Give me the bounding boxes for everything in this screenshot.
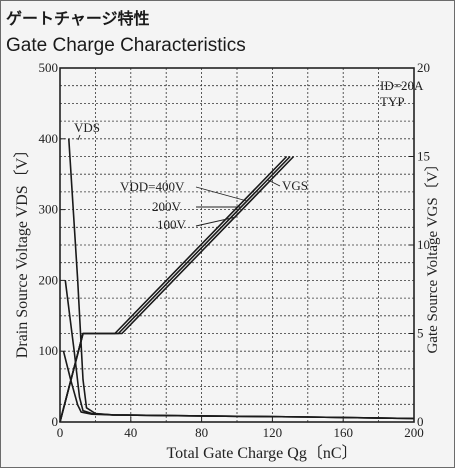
- leader-lines: [77, 134, 281, 227]
- leader-line: [195, 216, 237, 227]
- y-left-axis-label: Drain Source Voltage VDS〔V〕: [13, 142, 31, 358]
- series-line-2: [64, 280, 415, 420]
- x-axis-label: Total Gate Charge Qg〔nC〕: [167, 444, 358, 462]
- x-tick-label: 120: [263, 425, 283, 440]
- vdd-400-label: VDD=400V: [120, 179, 185, 194]
- y-left-tick-label: 200: [39, 272, 59, 287]
- chart-title-en: Gate Charge Characteristics: [6, 35, 246, 56]
- x-tick-label: 160: [333, 425, 353, 440]
- condition-typ: TYP: [380, 94, 405, 109]
- vdd-100-label: 100V: [157, 217, 187, 232]
- series-line-3: [62, 351, 415, 420]
- leader-line: [195, 186, 248, 202]
- y-left-tick-label: 0: [52, 414, 59, 429]
- y-right-axis-label: Gate Source Voltage VGS〔V〕: [424, 156, 441, 353]
- ticks: [59, 67, 415, 423]
- y-left-tick-label: 100: [39, 343, 59, 358]
- y-right-tick-label: 10: [417, 237, 430, 252]
- y-right-tick-label: 15: [417, 149, 430, 164]
- leader-line: [77, 134, 81, 141]
- y-left-tick-label: 400: [39, 131, 59, 146]
- x-tick-label: 80: [195, 425, 208, 440]
- vdd-200-label: 200V: [152, 199, 182, 214]
- vgs-label: VGS: [282, 178, 308, 193]
- leader-line: [267, 179, 281, 187]
- grid: [60, 68, 414, 422]
- y-left-tick-label: 300: [39, 202, 59, 217]
- y-right-tick-label: 0: [417, 414, 424, 429]
- chart-title-jp: ゲートチャージ特性: [6, 9, 150, 28]
- x-tick-label: 0: [57, 425, 64, 440]
- series-line-6: [59, 155, 288, 423]
- y-right-tick-label: 5: [417, 326, 424, 341]
- curves: [59, 138, 415, 423]
- condition-id: ID=20A: [380, 78, 424, 93]
- x-tick-label: 200: [404, 425, 424, 440]
- vds-label: VDS: [74, 120, 100, 135]
- x-tick-label: 40: [124, 425, 137, 440]
- y-right-tick-label: 20: [417, 60, 430, 75]
- y-left-tick-label: 500: [39, 60, 59, 75]
